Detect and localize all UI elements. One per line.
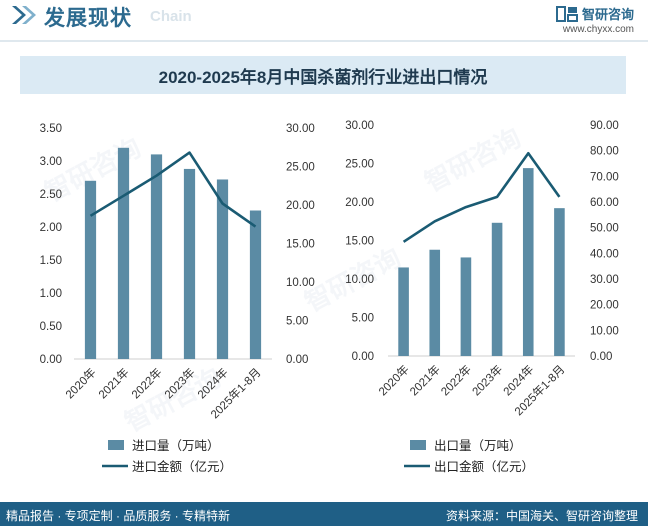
brand-logo-icon — [555, 5, 578, 22]
export-left-tick-label: 15.00 — [345, 236, 374, 248]
import-right-tick-label: 0.00 — [286, 354, 308, 366]
export-right-tick-label: 90.00 — [590, 120, 619, 132]
footer-source: 资料来源：中国海关、智研咨询整理 — [445, 509, 638, 523]
section-subtitle: Chain — [150, 8, 192, 25]
double-chevron-icon — [12, 6, 36, 24]
import-bar — [84, 180, 97, 359]
import-bar — [183, 168, 196, 359]
import-right-tick-label: 25.00 — [286, 162, 315, 174]
export-bar — [522, 168, 534, 356]
export-category-label: 2023年 — [469, 362, 505, 398]
export-right-tick-label: 0.00 — [590, 351, 612, 363]
export-right-tick-label: 40.00 — [590, 248, 619, 260]
export-left-tick-label: 10.00 — [345, 274, 374, 286]
import-legend-bar-label: 进口量（万吨） — [132, 439, 220, 453]
section-title: 发展现状 — [44, 7, 132, 30]
import-category-label: 2021年 — [95, 365, 131, 401]
export-right-tick-label: 20.00 — [590, 300, 619, 312]
export-category-label: 2021年 — [407, 362, 443, 398]
import-category-label: 2020年 — [62, 365, 98, 401]
header: 发展现状 Chain 智研咨询 www.chyxx.com — [0, 0, 648, 40]
export-bar — [398, 267, 409, 356]
export-left-tick-label: 20.00 — [345, 197, 374, 209]
export-bar — [460, 257, 472, 356]
chart-title-band: 2020-2025年8月中国杀菌剂行业进出口情况 — [20, 56, 626, 94]
export-right-tick-label: 50.00 — [590, 223, 619, 235]
import-bar — [150, 154, 163, 359]
export-right-tick-label: 10.00 — [590, 325, 619, 337]
import-left-tick-label: 3.00 — [40, 156, 62, 168]
import-left-tick-label: 2.00 — [40, 222, 62, 234]
import-right-tick-label: 15.00 — [286, 239, 315, 251]
import-left-tick-label: 1.00 — [40, 288, 62, 300]
export-category-label: 2020年 — [376, 362, 412, 398]
header-divider — [0, 40, 648, 42]
brand-name: 智研咨询 — [581, 7, 634, 22]
import-chart: 0.00 0.50 1.00 1.50 2.00 2.50 3.00 3.50 0.00 5.00… — [40, 123, 315, 474]
export-left-tick-label: 5.00 — [352, 313, 374, 325]
brand-url[interactable]: www.chyxx.com — [562, 24, 634, 35]
export-legend-bar-label: 出口量（万吨） — [434, 439, 522, 453]
import-left-tick-label: 0.50 — [40, 321, 62, 333]
import-right-tick-label: 20.00 — [286, 200, 315, 212]
brand: 智研咨询 www.chyxx.com — [555, 4, 634, 35]
import-right-tick-label: 30.00 — [286, 123, 315, 135]
export-legend-line-label: 出口金额（亿元） — [434, 459, 534, 474]
chart-area: 0.00 0.50 1.00 1.50 2.00 2.50 3.00 3.50 0.00 5.00… — [40, 120, 619, 474]
export-category-label: 2022年 — [438, 362, 474, 398]
export-bar — [491, 222, 503, 356]
import-left-tick-label: 1.50 — [40, 255, 62, 267]
import-left-tick-label: 0.00 — [40, 354, 62, 366]
import-bar — [216, 179, 229, 359]
import-bar — [249, 210, 262, 359]
chart-title: 2020-2025年8月中国杀菌剂行业进出口情况 — [158, 67, 488, 87]
footer: 精品报告 · 专项定制 · 品质服务 · 专精特新 资料来源：中国海关、智研咨询… — [0, 502, 648, 526]
export-right-tick-label: 60.00 — [590, 197, 619, 209]
export-right-tick-label: 30.00 — [590, 274, 619, 286]
export-left-tick-label: 30.00 — [345, 120, 374, 132]
import-left-tick-label: 3.50 — [40, 123, 62, 135]
import-right-tick-label: 10.00 — [286, 277, 315, 289]
export-chart: 0.00 5.00 10.00 15.00 20.00 25.00 30.00 0.00 10.… — [345, 120, 619, 474]
export-bar — [429, 249, 441, 356]
import-category-label: 2022年 — [128, 365, 164, 401]
import-line-series — [89, 151, 257, 228]
import-legend-line-label: 进口金额（亿元） — [132, 459, 232, 474]
import-category-label: 2023年 — [161, 365, 197, 401]
export-line-series — [402, 151, 561, 243]
import-right-tick-label: 5.00 — [286, 316, 308, 328]
import-legend-bar-swatch — [108, 440, 124, 450]
import-bar — [117, 147, 130, 359]
export-left-tick-label: 0.00 — [352, 351, 374, 363]
export-legend-bar-swatch — [410, 440, 426, 450]
export-bar — [554, 208, 565, 356]
export-right-tick-label: 80.00 — [590, 146, 619, 158]
footer-slogan: 精品报告 · 专项定制 · 品质服务 · 专精特新 — [6, 509, 230, 523]
import-left-tick-label: 2.50 — [40, 189, 62, 201]
export-right-tick-label: 70.00 — [590, 171, 619, 183]
export-left-tick-label: 25.00 — [345, 159, 374, 171]
